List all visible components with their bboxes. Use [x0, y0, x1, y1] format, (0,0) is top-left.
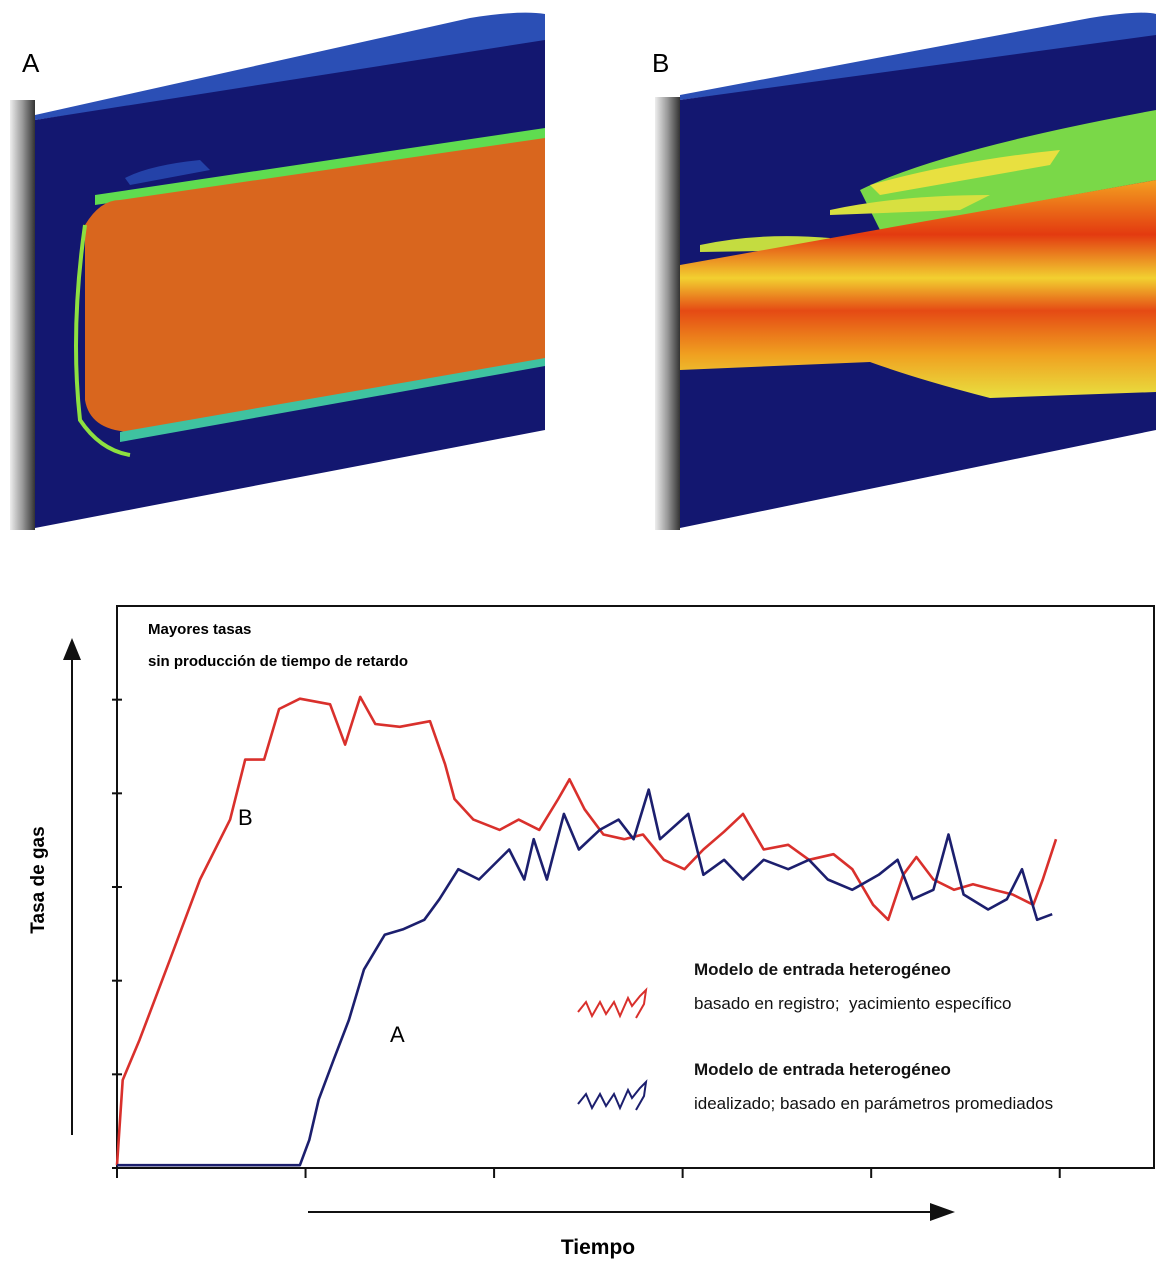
y-axis-label: Tasa de gas — [28, 826, 49, 933]
legend-swatch — [577, 1079, 648, 1111]
curve-label: A — [390, 1022, 405, 1047]
panel-label: B — [652, 48, 669, 78]
x-arrow-head — [930, 1203, 955, 1221]
annotation: Mayores tasas — [148, 621, 251, 638]
annotation: sin producción de tiempo de retardo — [148, 653, 408, 670]
y-arrow-head — [63, 638, 81, 660]
legend-note: basado en registro; yacimiento específic… — [694, 994, 1012, 1013]
panel-b: B — [652, 12, 1156, 530]
x-axis-label: Tiempo — [561, 1236, 635, 1259]
legend-note: idealizado; basado en parámetros promedi… — [694, 1094, 1054, 1113]
legend-swatch — [577, 987, 648, 1019]
panel-label: A — [22, 48, 40, 78]
plot-frame — [116, 605, 1155, 1169]
series-line — [117, 788, 1053, 1167]
legend-name: Modelo de entrada heterogéneo — [694, 960, 951, 979]
legend-name: Modelo de entrada heterogéneo — [694, 1060, 951, 1079]
series-line — [115, 695, 1058, 1166]
panel-a: A — [10, 12, 545, 530]
curve-label: B — [238, 805, 253, 830]
annotation-bg — [140, 612, 520, 684]
